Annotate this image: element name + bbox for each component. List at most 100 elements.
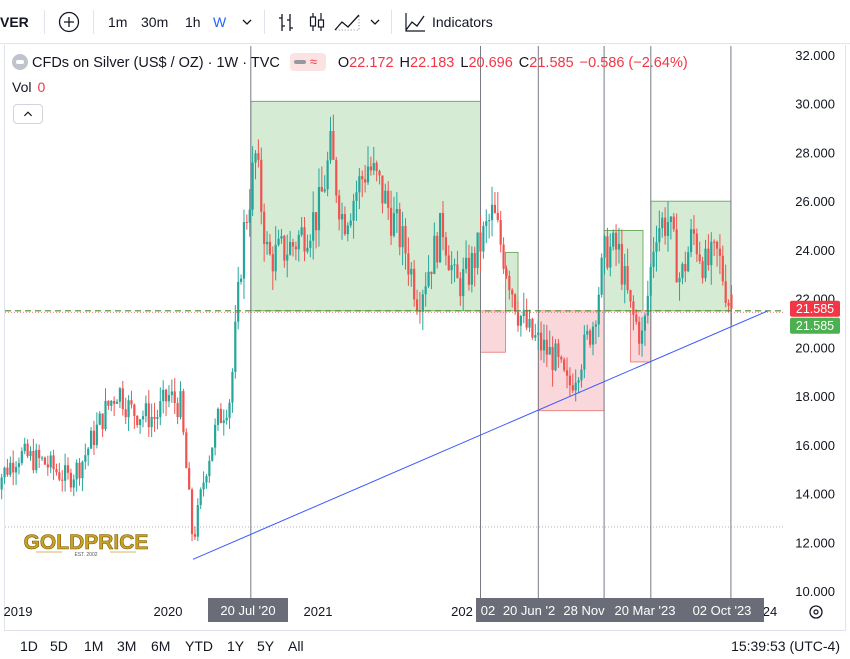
candle[interactable] <box>61 470 64 492</box>
candle[interactable] <box>482 221 485 259</box>
candle[interactable] <box>274 226 277 281</box>
candle[interactable] <box>6 458 9 477</box>
candle[interactable] <box>681 262 684 285</box>
candle[interactable] <box>280 228 283 244</box>
candle[interactable] <box>470 246 473 293</box>
candle[interactable] <box>551 336 554 387</box>
data-status-badge[interactable]: ≈ <box>289 53 326 71</box>
candle[interactable] <box>369 156 372 176</box>
candle[interactable] <box>401 211 404 266</box>
candle[interactable] <box>574 369 577 402</box>
candle[interactable] <box>211 447 214 462</box>
indicators-button[interactable]: Indicators <box>432 14 493 30</box>
candle[interactable] <box>600 253 603 298</box>
range-3m-button[interactable]: 3M <box>117 638 137 654</box>
candle[interactable] <box>666 201 670 252</box>
candle[interactable] <box>147 390 150 437</box>
candle[interactable] <box>629 289 632 308</box>
candle[interactable] <box>658 210 661 252</box>
candle[interactable] <box>614 224 618 266</box>
candle[interactable] <box>251 146 254 217</box>
candle[interactable] <box>190 487 194 542</box>
candle[interactable] <box>560 355 563 363</box>
clock-timezone[interactable]: 15:39:53 (UTC-4) <box>731 638 840 654</box>
candle[interactable] <box>17 457 21 475</box>
candle[interactable] <box>141 410 145 428</box>
candle[interactable] <box>568 367 572 396</box>
candle[interactable] <box>254 150 257 180</box>
candle[interactable] <box>464 240 468 274</box>
candle[interactable] <box>577 377 580 393</box>
candle[interactable] <box>638 316 641 356</box>
candle[interactable] <box>713 239 716 257</box>
candles-chart-icon[interactable] <box>308 10 326 34</box>
candle[interactable] <box>424 272 427 307</box>
candle[interactable] <box>675 213 678 283</box>
volume-label[interactable]: Vol <box>12 79 32 95</box>
candle[interactable] <box>586 324 589 340</box>
range-5y-button[interactable]: 5Y <box>257 638 275 654</box>
candle[interactable] <box>326 151 329 197</box>
candle[interactable] <box>297 230 300 262</box>
candle[interactable] <box>162 380 165 414</box>
candle[interactable] <box>381 175 384 214</box>
candle[interactable] <box>167 385 171 408</box>
collapse-legend-button[interactable] <box>13 104 43 124</box>
candle[interactable] <box>597 287 600 338</box>
candle[interactable] <box>707 234 710 271</box>
candle[interactable] <box>352 193 355 239</box>
candle[interactable] <box>583 325 586 379</box>
bars-chart-icon[interactable] <box>277 10 295 34</box>
candle[interactable] <box>3 466 6 484</box>
candle[interactable] <box>84 443 87 470</box>
candle[interactable] <box>139 418 142 434</box>
candle[interactable] <box>421 289 424 331</box>
candle[interactable] <box>594 320 597 345</box>
candle[interactable] <box>205 474 208 489</box>
candle[interactable] <box>214 418 217 456</box>
candle[interactable] <box>459 271 462 306</box>
candle[interactable] <box>366 146 370 185</box>
candle[interactable] <box>410 262 413 287</box>
candle[interactable] <box>557 338 560 368</box>
candle[interactable] <box>277 229 280 247</box>
candle[interactable] <box>623 253 626 304</box>
candle[interactable] <box>234 305 237 379</box>
candle[interactable] <box>291 238 295 257</box>
candle[interactable] <box>55 463 58 476</box>
candle[interactable] <box>715 240 719 267</box>
candle[interactable] <box>563 357 566 373</box>
candle[interactable] <box>95 412 98 449</box>
candle[interactable] <box>78 458 81 486</box>
candle[interactable] <box>179 381 182 420</box>
candle[interactable] <box>136 414 139 428</box>
interval-30m-button[interactable]: 30m <box>141 14 169 30</box>
candle[interactable] <box>156 409 159 430</box>
candle[interactable] <box>554 339 557 372</box>
candle[interactable] <box>669 215 672 240</box>
candle[interactable] <box>202 471 205 497</box>
candle[interactable] <box>612 229 615 251</box>
candle[interactable] <box>427 255 430 289</box>
candle[interactable] <box>32 438 35 474</box>
candle[interactable] <box>640 317 644 357</box>
candle[interactable] <box>447 245 450 271</box>
candle[interactable] <box>664 207 667 245</box>
candle[interactable] <box>378 169 381 185</box>
candle[interactable] <box>453 258 456 283</box>
candle[interactable] <box>710 232 713 285</box>
candle[interactable] <box>332 114 335 161</box>
chevron-down-icon[interactable] <box>240 10 254 34</box>
candle[interactable] <box>450 251 453 284</box>
date-marker-box[interactable] <box>476 598 500 622</box>
candle[interactable] <box>64 453 67 492</box>
candle[interactable] <box>519 314 522 337</box>
candle[interactable] <box>173 378 176 414</box>
candle[interactable] <box>496 191 499 223</box>
candle[interactable] <box>672 212 675 232</box>
candle[interactable] <box>444 231 447 266</box>
candle[interactable] <box>35 443 38 474</box>
price-axis[interactable]: 32.00030.00028.00026.00024.00022.00020.0… <box>795 48 835 599</box>
candle[interactable] <box>488 213 491 239</box>
candle[interactable] <box>294 241 297 261</box>
